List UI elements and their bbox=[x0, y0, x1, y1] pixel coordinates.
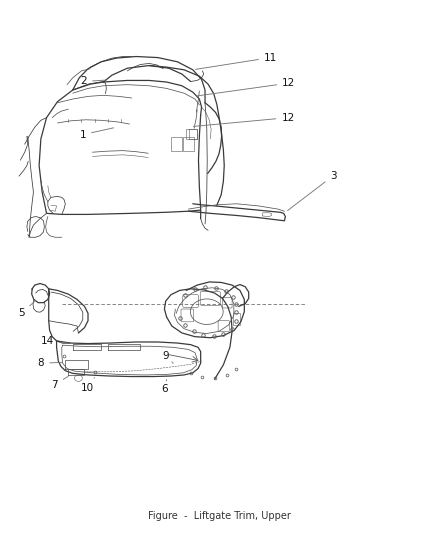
Text: 12: 12 bbox=[194, 112, 295, 126]
Text: 3: 3 bbox=[288, 171, 337, 211]
Text: 14: 14 bbox=[41, 336, 69, 346]
Text: 1: 1 bbox=[79, 128, 114, 140]
Text: 8: 8 bbox=[38, 358, 63, 368]
Text: 2: 2 bbox=[80, 77, 106, 86]
Text: 7: 7 bbox=[52, 376, 68, 390]
Bar bbox=[171, 138, 182, 151]
Text: 11: 11 bbox=[195, 53, 277, 69]
Text: 6: 6 bbox=[161, 379, 168, 394]
Text: 10: 10 bbox=[81, 377, 95, 393]
Text: 12: 12 bbox=[196, 78, 296, 96]
Bar bbox=[186, 130, 197, 139]
Bar bbox=[183, 138, 194, 151]
Text: 5: 5 bbox=[18, 300, 36, 318]
Text: Figure  -  Liftgate Trim, Upper: Figure - Liftgate Trim, Upper bbox=[148, 511, 290, 521]
Text: 9: 9 bbox=[162, 351, 173, 364]
Bar bbox=[233, 313, 240, 325]
